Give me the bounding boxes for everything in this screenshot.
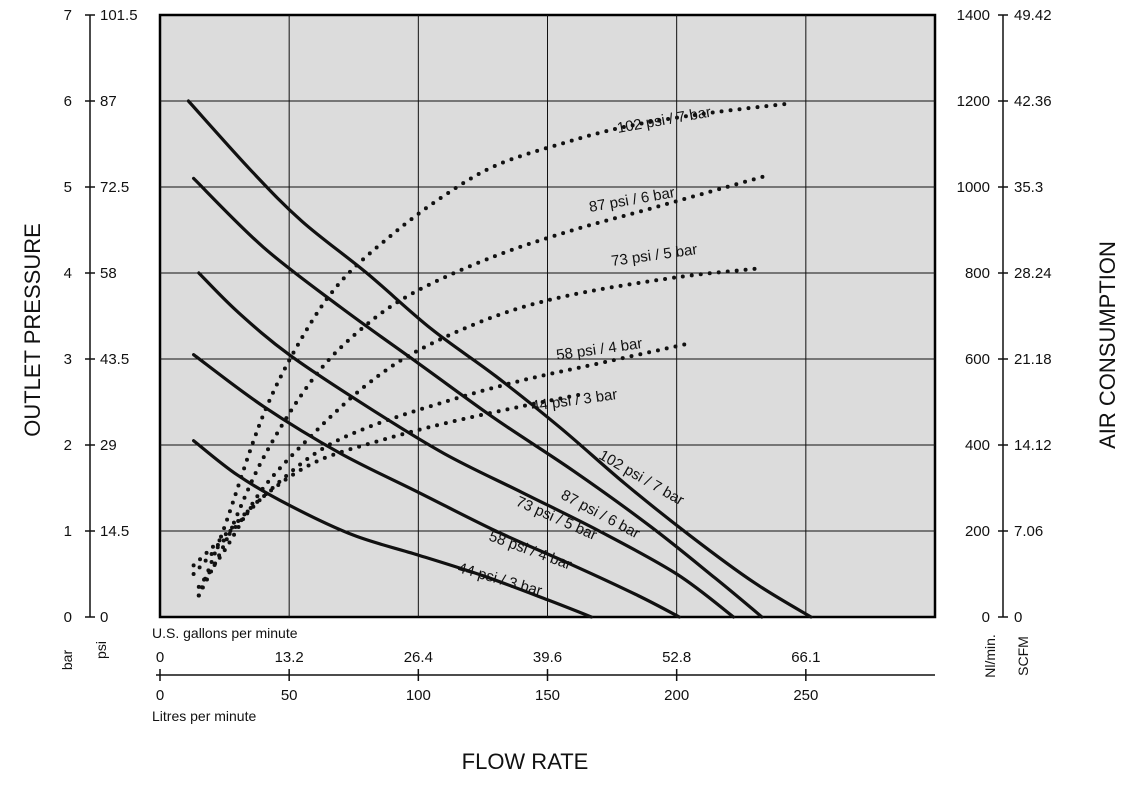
pressure-curve (186, 99, 813, 619)
x-secondary-label: U.S. gallons per minute (152, 625, 298, 641)
y-left-bar-tick-label: 1 (64, 523, 72, 540)
x-primary-tick-label: 200 (664, 687, 689, 704)
x-primary-tick-label: 0 (156, 687, 164, 704)
y-right-scfm-tick-label: 7.06 (1014, 523, 1043, 540)
y-left-bar-tick-label: 0 (64, 609, 72, 626)
y-right-scfm-tick-label: 21.18 (1014, 351, 1052, 368)
unit-psi-label: psi (93, 641, 109, 659)
unit-nl-label: Nl/min. (982, 634, 998, 678)
y-right-nl-tick-label: 1400 (957, 7, 990, 24)
x-secondary-tick-label: 13.2 (275, 649, 304, 666)
y-right-nl-tick-label: 0 (982, 609, 990, 626)
grid-lines (160, 15, 935, 617)
air-consumption-curve (191, 341, 689, 576)
y-right-nl-tick-label: 800 (965, 265, 990, 282)
y-right-nl-tick-label: 600 (965, 351, 990, 368)
y-left-psi-tick-label: 72.5 (100, 179, 129, 196)
y-left-bar-tick-label: 2 (64, 437, 72, 454)
y-right-nl-tick-label: 200 (965, 523, 990, 540)
y-right-nl-tick-label: 400 (965, 437, 990, 454)
x-secondary-tick-label: 39.6 (533, 649, 562, 666)
x-secondary-tick-label: 52.8 (662, 649, 691, 666)
air-consumption-curve (191, 391, 589, 568)
y-left-psi-tick-label: 58 (100, 265, 117, 282)
x-secondary-tick-label: 26.4 (404, 649, 433, 666)
pressure-curve (192, 176, 764, 619)
unit-bar-label: bar (59, 650, 75, 671)
y-left-psi-tick-label: 29 (100, 437, 117, 454)
y-left-bar-tick-label: 3 (64, 351, 72, 368)
y-right-scfm-tick-label: 0 (1014, 609, 1022, 626)
pressure-curve (192, 439, 593, 619)
y-left-title: OUTLET PRESSURE (20, 223, 45, 437)
y-right-scfm-tick-label: 14.12 (1014, 437, 1052, 454)
y-right-nl-tick-label: 1000 (957, 179, 990, 196)
y-right-nl-tick-label: 1200 (957, 93, 990, 110)
y-left-bar-tick-label: 7 (64, 7, 72, 24)
y-right-scfm-tick-label: 28.24 (1014, 265, 1052, 282)
series (186, 99, 813, 619)
y-right-scfm-tick-label: 35.3 (1014, 179, 1043, 196)
y-left-bar-tick-label: 4 (64, 265, 72, 282)
y-left-psi-tick-label: 43.5 (100, 351, 129, 368)
pressure-curve (197, 271, 736, 619)
x-primary-tick-label: 250 (793, 687, 818, 704)
x-primary-label: Litres per minute (152, 708, 256, 724)
x-secondary-tick-label: 66.1 (791, 649, 820, 666)
y-left-psi-tick-label: 101.5 (100, 7, 138, 24)
y-right-title: AIR CONSUMPTION (1095, 241, 1120, 449)
x-axis-title: FLOW RATE (462, 749, 589, 774)
y-left-psi-tick-label: 14.5 (100, 523, 129, 540)
y-left-bar-tick-label: 6 (64, 93, 72, 110)
x-primary-tick-label: 100 (406, 687, 431, 704)
unit-scfm-label: SCFM (1015, 636, 1031, 676)
x-secondary-tick-label: 0 (156, 649, 164, 666)
axes: 0 0 1 14.5 2 29 3 43.5 4 58 5 72.5 6 87 7 101.5 0 0 200 7.0… (64, 7, 1052, 704)
y-right-scfm-tick-label: 42.36 (1014, 93, 1052, 110)
x-primary-tick-label: 150 (535, 687, 560, 704)
y-right-scfm-tick-label: 49.42 (1014, 7, 1052, 24)
y-left-psi-tick-label: 87 (100, 93, 117, 110)
y-left-bar-tick-label: 5 (64, 179, 72, 196)
x-primary-tick-label: 50 (281, 687, 298, 704)
y-left-psi-tick-label: 0 (100, 609, 108, 626)
